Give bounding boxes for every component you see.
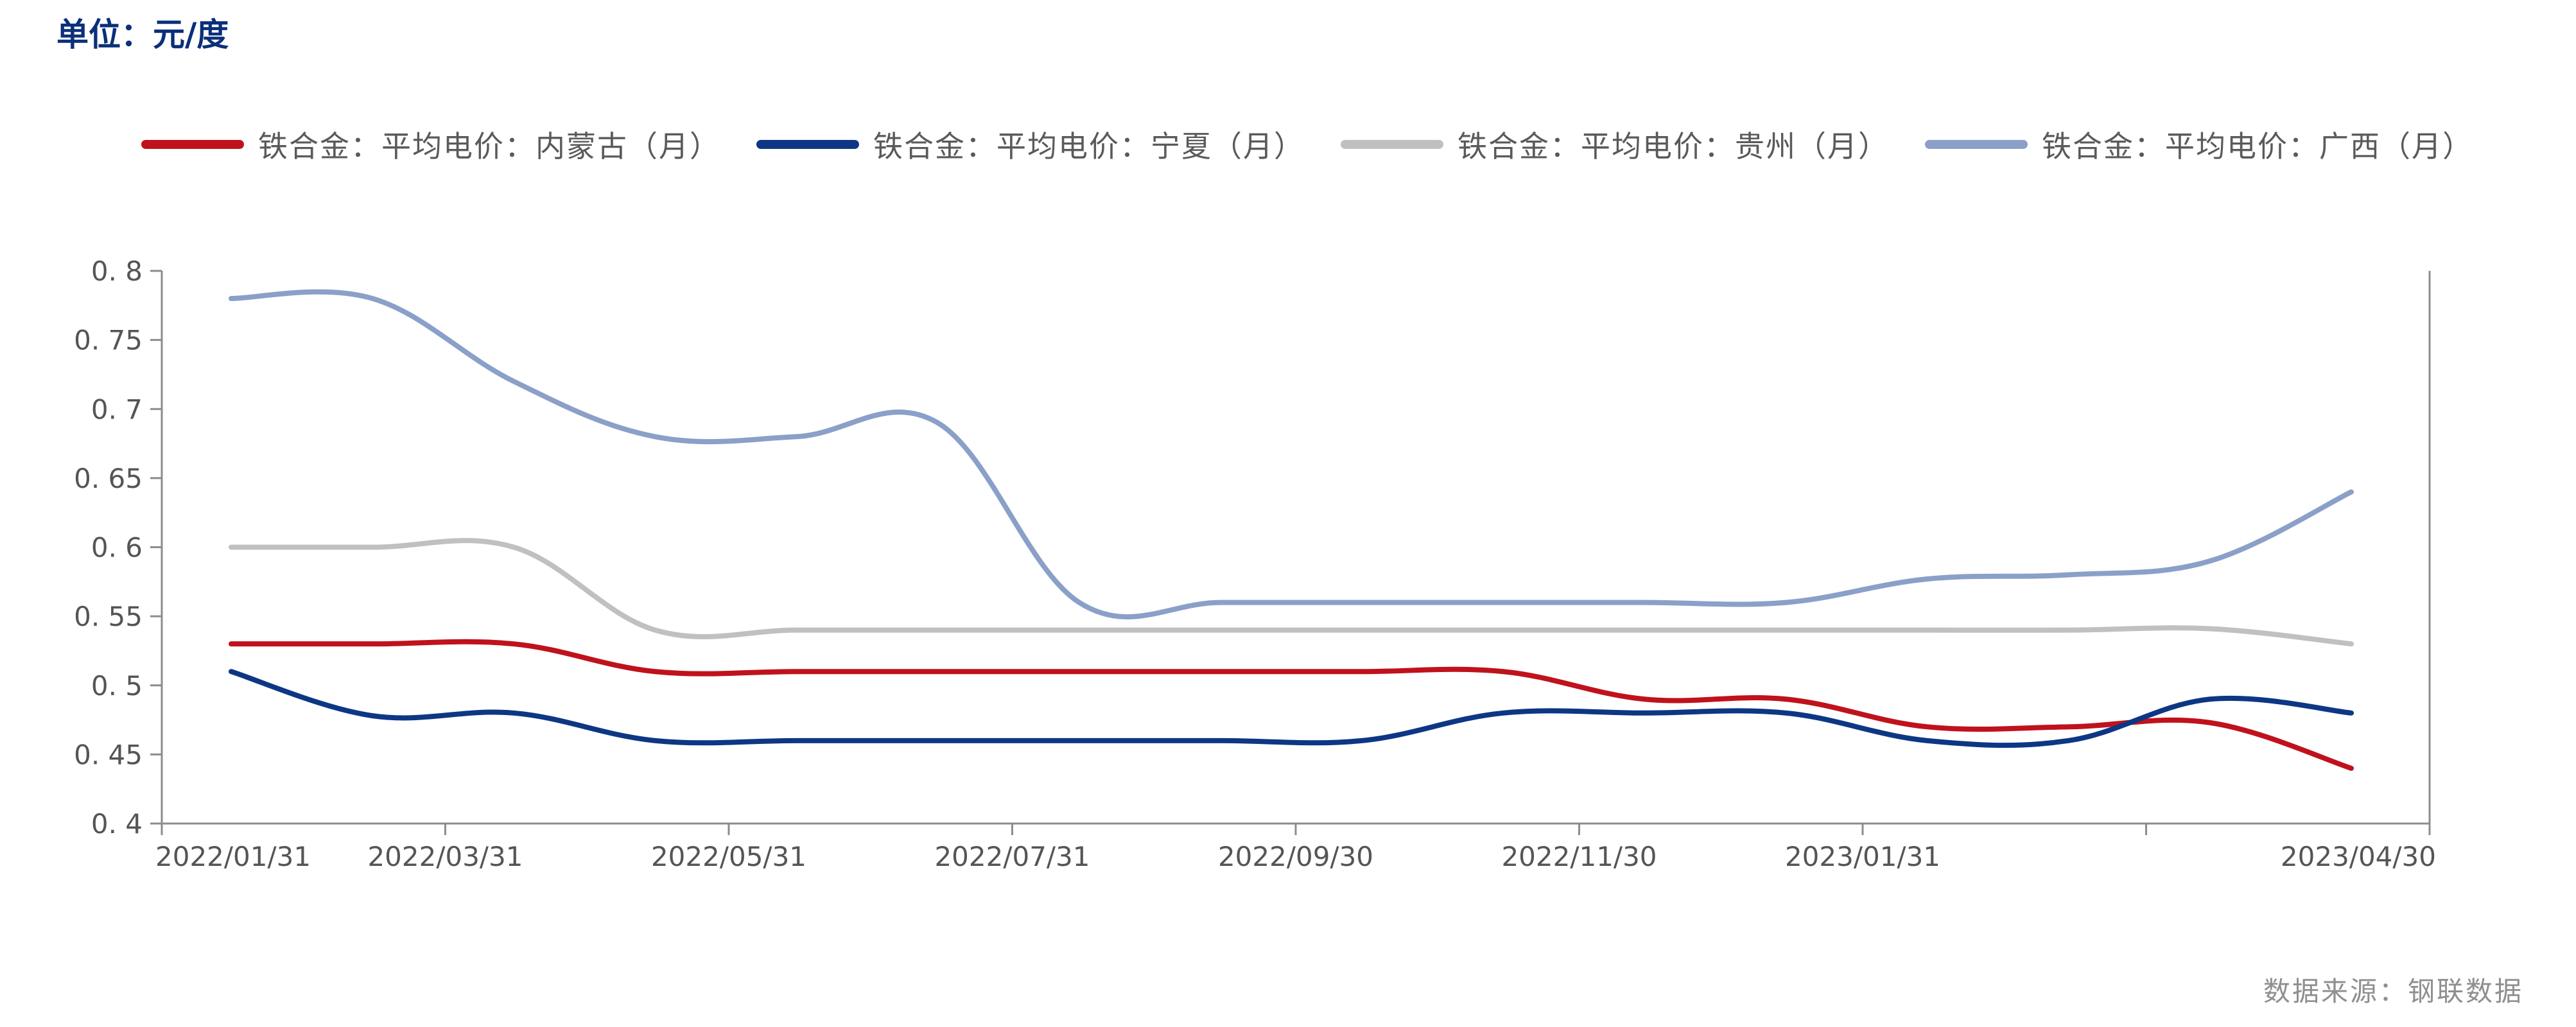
x-tick-label: 2022/01/31 bbox=[155, 841, 311, 872]
x-tick-label: 2023/01/31 bbox=[1785, 841, 1940, 872]
y-tick-label: 0. 45 bbox=[74, 739, 143, 770]
legend-swatch bbox=[1341, 140, 1443, 149]
series-line-2 bbox=[229, 538, 2354, 647]
unit-label: 单位：元/度 bbox=[57, 16, 229, 53]
y-tick-label: 0. 4 bbox=[91, 808, 143, 840]
series-line-0 bbox=[229, 639, 2354, 771]
legend-label: 铁合金：平均电价：广西（月） bbox=[2042, 129, 2473, 164]
y-tick-label: 0. 65 bbox=[74, 463, 143, 494]
legend-item-2: 铁合金：平均电价：贵州（月） bbox=[1341, 123, 1889, 166]
legend-item-1: 铁合金：平均电价：宁夏（月） bbox=[756, 123, 1305, 166]
y-tick-label: 0. 55 bbox=[74, 601, 143, 632]
legend-item-0: 铁合金：平均电价：内蒙古（月） bbox=[141, 123, 720, 166]
series-line-3 bbox=[229, 289, 2354, 619]
legend-label: 铁合金：平均电价：内蒙古（月） bbox=[258, 129, 720, 164]
x-tick-label: 2022/03/31 bbox=[367, 841, 523, 872]
y-tick-label: 0. 7 bbox=[91, 393, 143, 425]
data-source-note: 数据来源：钢联数据 bbox=[2263, 976, 2523, 1007]
x-tick-label: 2023/04/30 bbox=[2281, 841, 2436, 872]
x-tick-label: 2022/11/30 bbox=[1501, 841, 1657, 872]
x-tick-label: 2022/07/31 bbox=[934, 841, 1090, 872]
x-tick-label: 2022/09/30 bbox=[1218, 841, 1373, 872]
y-tick-label: 0. 5 bbox=[91, 670, 143, 702]
chart-legend: 铁合金：平均电价：内蒙古（月） 铁合金：平均电价：宁夏（月） 铁合金：平均电价：贵州… bbox=[141, 122, 2509, 167]
legend-label: 铁合金：平均电价：宁夏（月） bbox=[873, 129, 1305, 164]
chart-axes: 0. 8 0. 75 0. 7 0. 65 0. 6 0. 55 0. 5 0. 45 0. 4… bbox=[74, 255, 2436, 872]
series-line-1 bbox=[229, 669, 2354, 748]
chart-series-lines bbox=[229, 289, 2354, 771]
legend-swatch bbox=[756, 140, 859, 149]
legend-swatch bbox=[141, 140, 244, 149]
y-tick-label: 0. 6 bbox=[91, 532, 143, 564]
legend-swatch bbox=[1925, 140, 2028, 149]
y-tick-label: 0. 75 bbox=[74, 325, 143, 356]
x-tick-label: 2022/05/31 bbox=[651, 841, 806, 872]
legend-label: 铁合金：平均电价：贵州（月） bbox=[1458, 129, 1889, 164]
y-tick-label: 0. 8 bbox=[91, 255, 143, 287]
legend-item-3: 铁合金：平均电价：广西（月） bbox=[1925, 123, 2473, 166]
